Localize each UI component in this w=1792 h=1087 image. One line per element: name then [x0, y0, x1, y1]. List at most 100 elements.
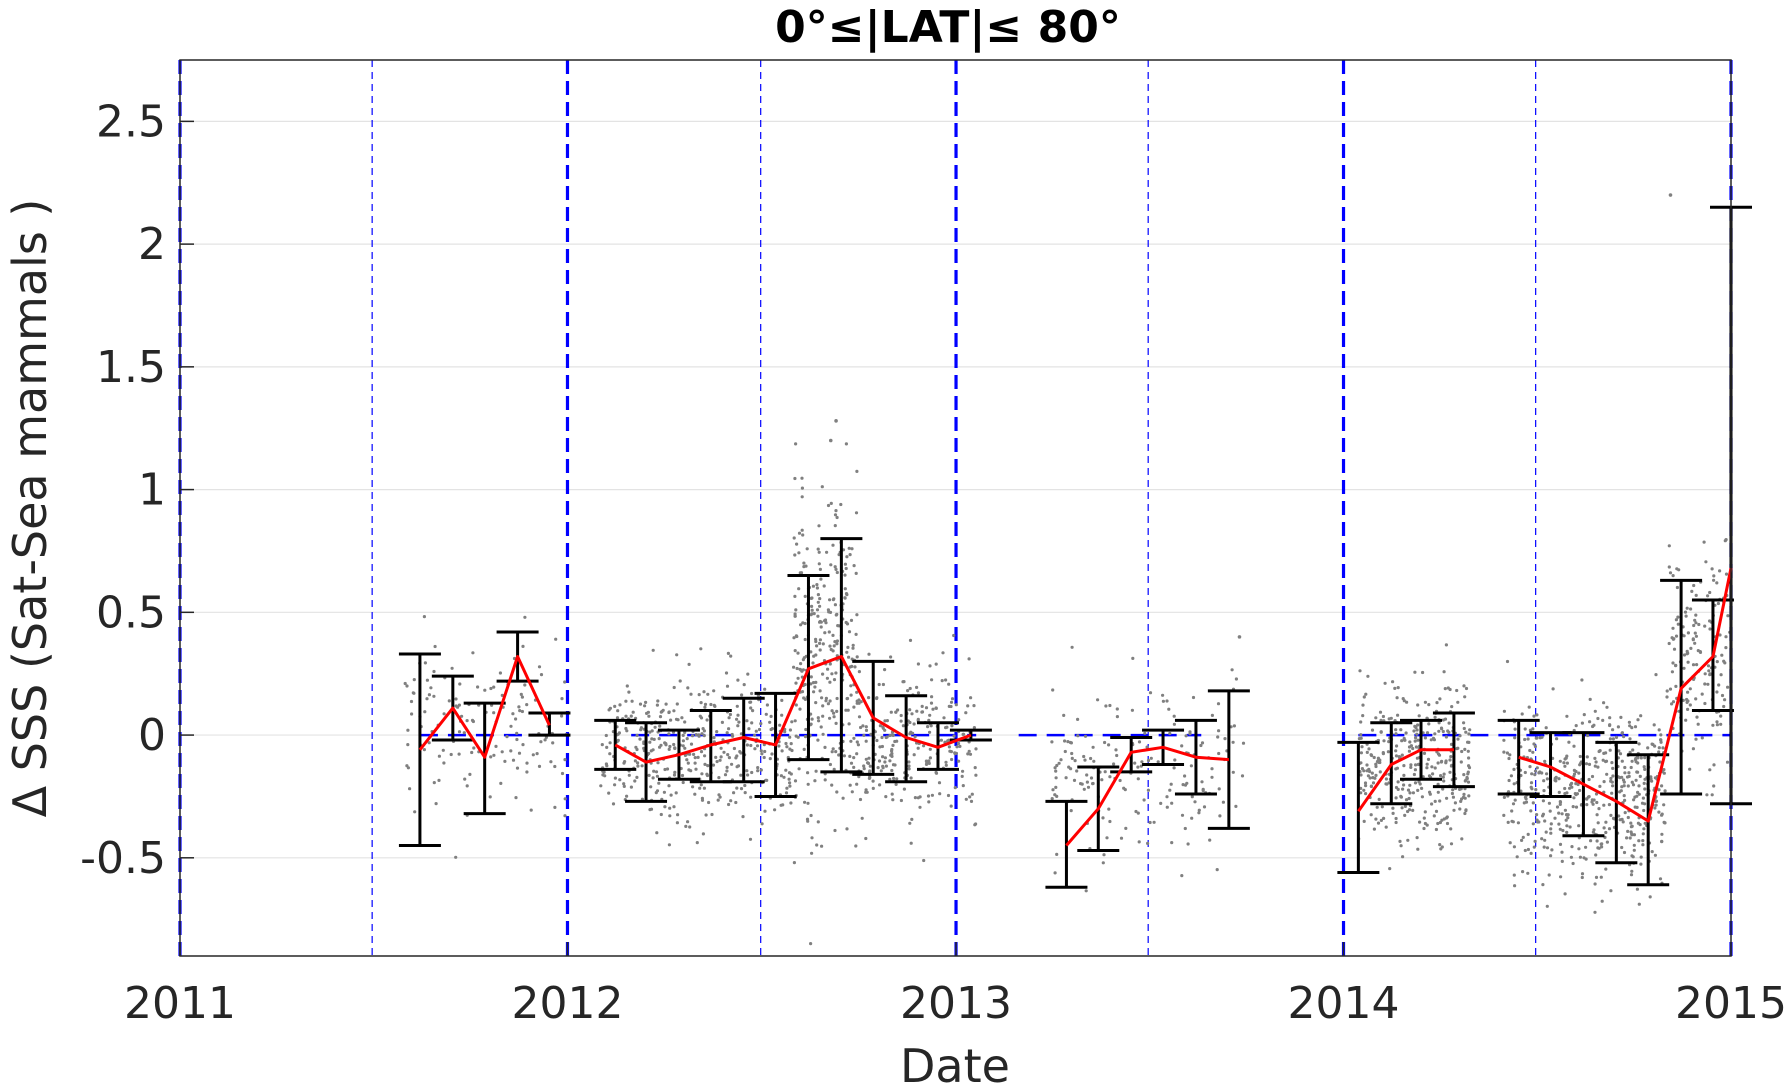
scatter-point	[1641, 796, 1645, 800]
scatter-point	[693, 756, 697, 760]
scatter-point	[1172, 722, 1176, 726]
scatter-point	[794, 734, 798, 738]
scatter-point	[683, 746, 687, 750]
scatter-point	[1416, 847, 1420, 851]
scatter-point	[698, 714, 702, 718]
scatter-point	[458, 682, 462, 686]
scatter-point	[1066, 740, 1070, 744]
scatter-point	[1367, 747, 1371, 751]
scatter-point	[1234, 677, 1238, 681]
scatter-point	[1458, 807, 1462, 811]
scatter-point	[1436, 752, 1441, 756]
scatter-point	[1217, 787, 1221, 791]
scatter-point	[694, 733, 698, 737]
scatter-point	[1512, 767, 1516, 772]
scatter-point	[891, 743, 895, 748]
scatter-point	[652, 769, 656, 773]
scatter-point	[1413, 768, 1417, 772]
scatter-point	[930, 695, 934, 699]
scatter-point	[811, 584, 816, 588]
scatter-point	[640, 764, 644, 768]
scatter-point	[1084, 889, 1088, 893]
scatter-point	[1142, 798, 1146, 802]
scatter-point	[517, 705, 521, 709]
scatter-point	[1689, 646, 1693, 651]
scatter-point	[1567, 740, 1571, 744]
scatter-point	[849, 693, 853, 697]
scatter-point	[1442, 772, 1446, 776]
scatter-point	[1402, 783, 1406, 787]
scatter-point	[1188, 730, 1192, 734]
scatter-point	[1172, 714, 1176, 718]
scatter-point	[1202, 805, 1207, 809]
scatter-point	[1604, 867, 1608, 871]
scatter-point	[1240, 774, 1245, 778]
scatter-point	[1131, 656, 1135, 661]
scatter-point	[835, 639, 840, 643]
scatter-point	[845, 622, 850, 626]
scatter-point	[412, 691, 416, 695]
scatter-point	[1575, 792, 1579, 796]
scatter-point	[553, 805, 557, 810]
scatter-point	[1136, 777, 1140, 781]
scatter-point	[1430, 802, 1434, 806]
scatter-point	[1241, 741, 1246, 745]
scatter-point	[1694, 621, 1698, 625]
scatter-point	[1529, 809, 1533, 813]
scatter-point	[812, 612, 816, 616]
scatter-point	[1531, 822, 1535, 826]
scatter-point	[835, 790, 839, 794]
scatter-point	[1388, 867, 1392, 871]
scatter-point	[753, 733, 757, 737]
scatter-point	[1118, 778, 1122, 783]
scatter-point	[1588, 697, 1592, 702]
scatter-point	[702, 690, 706, 694]
scatter-point	[1512, 845, 1516, 849]
scatter-point	[1596, 716, 1600, 721]
scatter-point	[1549, 831, 1553, 835]
scatter-point	[521, 743, 525, 747]
scatter-point	[1055, 852, 1059, 857]
scatter-point	[1050, 797, 1054, 801]
scatter-point	[1523, 727, 1527, 731]
scatter-point	[1674, 684, 1678, 689]
scatter-point	[1180, 874, 1184, 878]
scatter-point	[1534, 788, 1538, 792]
scatter-point	[916, 746, 920, 750]
scatter-point	[770, 727, 775, 731]
scatter-point	[1464, 686, 1469, 691]
scatter-point	[1683, 610, 1688, 614]
scatter-point	[804, 564, 808, 568]
scatter-point	[1510, 819, 1514, 823]
scatter-point	[669, 718, 673, 722]
scatter-point	[853, 665, 857, 669]
scatter-point	[974, 747, 978, 751]
scatter-point	[1507, 778, 1511, 783]
scatter-point	[788, 735, 792, 739]
scatter-point	[1674, 634, 1679, 638]
scatter-point	[753, 747, 757, 751]
scatter-point	[1526, 847, 1530, 852]
scatter-point	[1200, 741, 1205, 745]
scatter-point	[1684, 718, 1688, 722]
scatter-point	[1691, 637, 1695, 641]
scatter-point	[968, 752, 973, 756]
scatter-point	[678, 679, 682, 683]
scatter-point	[1462, 721, 1466, 725]
scatter-point	[839, 502, 843, 507]
scatter-point	[884, 735, 888, 740]
scatter-point	[1577, 847, 1581, 851]
scatter-point	[739, 732, 744, 736]
scatter-point	[871, 779, 875, 783]
scatter-point	[1387, 740, 1391, 744]
scatter-point	[1404, 798, 1409, 802]
scatter-point	[1170, 841, 1174, 845]
scatter-point	[1426, 757, 1431, 762]
scatter-point	[697, 693, 701, 697]
scatter-point	[1400, 739, 1404, 743]
scatter-point	[563, 797, 567, 801]
scatter-point	[1692, 623, 1696, 628]
scatter-point	[1208, 838, 1212, 842]
scatter-point	[1374, 762, 1378, 766]
scatter-point	[509, 749, 513, 753]
